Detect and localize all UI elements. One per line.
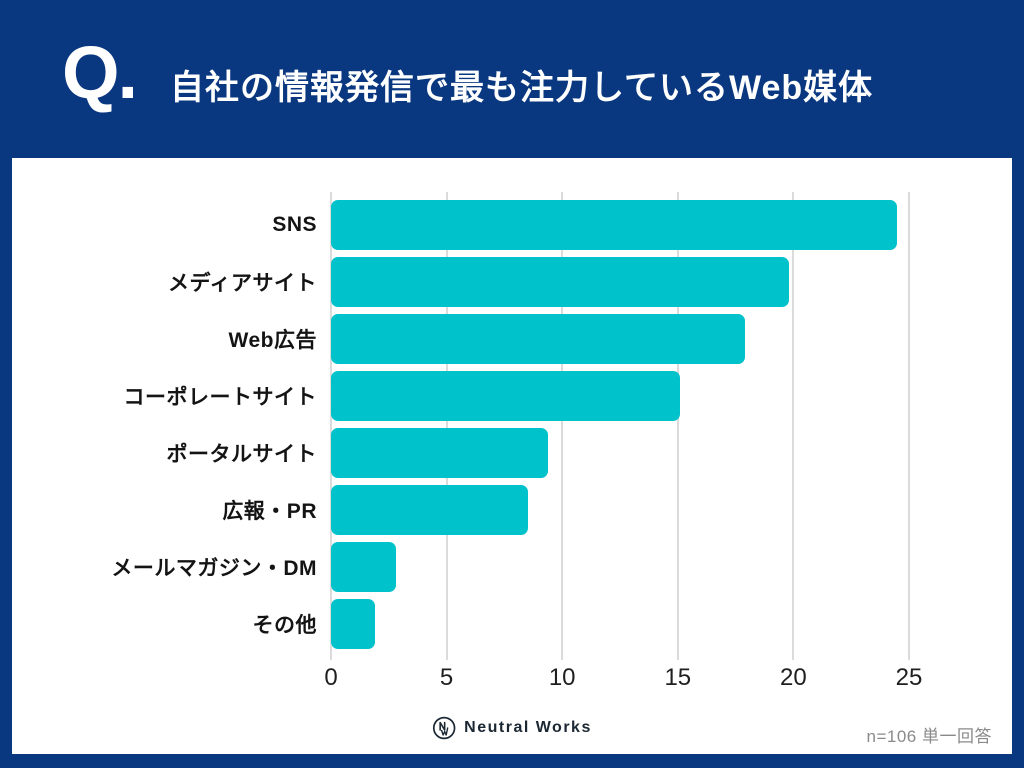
gridline	[561, 192, 564, 660]
x-tick-label: 25	[895, 664, 923, 691]
bar-row: メディアサイト	[12, 253, 909, 310]
bar-track	[331, 598, 909, 649]
bar	[331, 541, 396, 592]
logo-text: Neutral Works	[464, 719, 592, 736]
gridline	[330, 192, 332, 660]
bar-row: 広報・PR	[12, 481, 909, 538]
question-mark-badge: Q.	[62, 31, 138, 114]
page-title: 自社の情報発信で最も注力しているWeb媒体	[170, 69, 874, 107]
bar-row: メールマガジン・DM	[12, 538, 909, 595]
x-tick-label: 5	[439, 664, 454, 691]
bar	[331, 370, 681, 421]
footer-logo: Neutral Works	[432, 716, 592, 740]
bar-track	[331, 199, 909, 250]
gridlines	[330, 192, 910, 660]
category-label: メールマガジン・DM	[111, 556, 317, 580]
bar-row: その他	[12, 595, 909, 652]
bar-track	[331, 313, 909, 364]
bar-row: コーポレートサイト	[12, 367, 909, 424]
bar	[331, 598, 375, 649]
bar	[331, 313, 745, 364]
category-label: メディアサイト	[167, 271, 317, 295]
gridline	[792, 192, 795, 660]
gridline	[676, 192, 679, 660]
bar-row: Web広告	[12, 310, 909, 367]
x-axis-tick-labels: 0 5 10 15 20 25	[324, 664, 922, 694]
bar-track	[331, 427, 909, 478]
gridline	[908, 192, 910, 660]
category-label: 広報・PR	[222, 499, 317, 523]
category-label: その他	[252, 613, 317, 637]
category-label: SNS	[272, 212, 317, 236]
x-tick-label: 10	[548, 664, 576, 691]
bar	[331, 484, 528, 535]
bar	[331, 427, 549, 478]
x-tick-label: 15	[664, 664, 692, 691]
bar-rows: SNS メディアサイト Web広告コーポレートサイトポータルサイト広報・PR メールマ…	[12, 196, 909, 652]
bar-row: ポータルサイト	[12, 424, 909, 481]
sample-size-note: n=106 単一回答	[866, 727, 992, 746]
bar-track	[331, 541, 909, 592]
logo-mark-icon	[432, 716, 456, 740]
x-tick-label: 20	[780, 664, 807, 691]
gridline	[445, 192, 448, 660]
chart-panel: SNS メディアサイト Web広告コーポレートサイトポータルサイト広報・PR メールマ…	[12, 158, 1012, 754]
category-label: コーポレートサイト	[123, 385, 317, 409]
bar-row: SNS	[12, 196, 909, 253]
bar-track	[331, 484, 909, 535]
bar	[331, 256, 789, 307]
bar-track	[331, 256, 909, 307]
x-tick-label: 0	[324, 664, 338, 691]
bar	[331, 199, 898, 250]
category-label: ポータルサイト	[166, 442, 317, 466]
bar-track	[331, 370, 909, 421]
category-label: Web広告	[228, 328, 317, 352]
